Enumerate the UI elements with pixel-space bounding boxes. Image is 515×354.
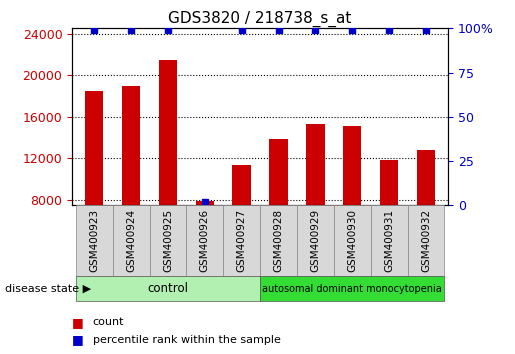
Bar	[260, 205, 297, 276]
Text: GSM400932: GSM400932	[421, 209, 431, 272]
Bar	[343, 126, 362, 284]
Bar	[196, 201, 214, 284]
Text: count: count	[93, 317, 124, 327]
Bar	[186, 205, 223, 276]
Bar	[260, 276, 444, 301]
Bar	[334, 205, 371, 276]
Bar	[232, 165, 251, 284]
Bar	[269, 139, 288, 284]
Bar	[113, 205, 149, 276]
Bar	[371, 205, 407, 276]
Bar	[85, 91, 104, 284]
Bar	[297, 205, 334, 276]
Text: GSM400929: GSM400929	[311, 209, 320, 272]
Text: GSM400923: GSM400923	[89, 209, 99, 272]
Text: GSM400927: GSM400927	[237, 209, 247, 272]
Bar	[306, 124, 324, 284]
Bar	[149, 205, 186, 276]
Text: ■: ■	[72, 316, 84, 329]
Text: GSM400931: GSM400931	[384, 209, 394, 272]
Text: GSM400925: GSM400925	[163, 209, 173, 272]
Text: GSM400924: GSM400924	[126, 209, 136, 272]
Text: percentile rank within the sample: percentile rank within the sample	[93, 335, 281, 345]
Bar	[380, 160, 398, 284]
Title: GDS3820 / 218738_s_at: GDS3820 / 218738_s_at	[168, 11, 352, 27]
Bar	[76, 276, 260, 301]
Bar	[122, 86, 140, 284]
Text: GSM400930: GSM400930	[347, 209, 357, 272]
Text: GSM400926: GSM400926	[200, 209, 210, 272]
Text: GSM400928: GSM400928	[273, 209, 283, 272]
Text: autosomal dominant monocytopenia: autosomal dominant monocytopenia	[262, 284, 442, 293]
Bar	[407, 205, 444, 276]
Text: ■: ■	[72, 333, 84, 346]
Bar	[417, 150, 435, 284]
Bar	[159, 59, 177, 284]
Text: disease state ▶: disease state ▶	[5, 284, 91, 293]
Bar	[223, 205, 260, 276]
Bar	[76, 205, 113, 276]
Text: control: control	[147, 282, 188, 295]
